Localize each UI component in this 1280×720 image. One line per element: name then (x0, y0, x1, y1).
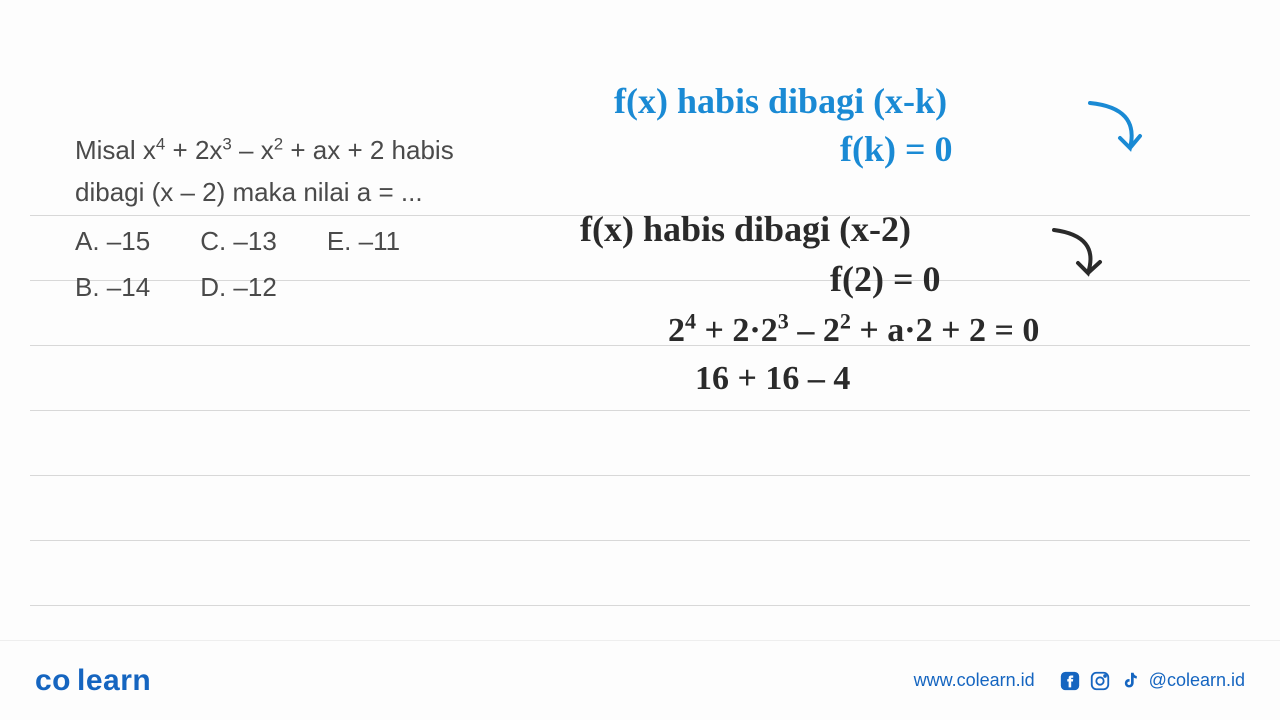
handwriting-black-line2: f(2) = 0 (830, 258, 940, 300)
answer-value: –12 (233, 272, 276, 302)
arrow-blue-icon (1070, 88, 1190, 178)
handwriting-blue-line1: f(x) habis dibagi (x-k) (614, 80, 947, 122)
answer-value: –14 (107, 272, 150, 302)
problem-text: Misal x4 + 2x3 – x2 + ax + 2 habis dibag… (75, 130, 555, 307)
superscript: 3 (222, 134, 231, 153)
facebook-icon (1059, 670, 1081, 692)
problem-line-1: Misal x4 + 2x3 – x2 + ax + 2 habis (75, 130, 555, 170)
answer-value: –13 (233, 226, 276, 256)
footer-url: www.colearn.id (914, 670, 1035, 691)
answer-b: B. –14 (75, 267, 150, 307)
answer-value: –15 (107, 226, 150, 256)
answer-d: D. –12 (200, 267, 277, 307)
answer-e: E. –11 (327, 221, 400, 261)
answer-a: A. –15 (75, 221, 150, 261)
answer-options: A. –15 B. –14 C. –13 D. –12 E. –11 (75, 221, 555, 308)
superscript: 2 (274, 134, 283, 153)
problem-line-2: dibagi (x – 2) maka nilai a = ... (75, 172, 555, 212)
superscript: 4 (156, 134, 165, 153)
arrow-black-icon (1030, 218, 1150, 298)
brand-logo: colearn (35, 664, 151, 698)
handwriting-black-line4: 16 + 16 – 4 (695, 360, 850, 398)
answer-c: C. –13 (200, 221, 277, 261)
math-text: + ax + 2 habis (283, 135, 454, 165)
math-text: + 2x (165, 135, 222, 165)
tiktok-icon (1119, 670, 1141, 692)
page-root: Misal x4 + 2x3 – x2 + ax + 2 habis dibag… (0, 0, 1280, 720)
handwriting-blue-line2: f(k) = 0 (840, 128, 953, 170)
instagram-icon (1089, 670, 1111, 692)
handwriting-black-line1: f(x) habis dibagi (x-2) (580, 208, 911, 250)
answer-value: –11 (359, 226, 400, 256)
social-links: @colearn.id (1059, 670, 1245, 692)
handwriting-black-line3: 24 + 2·23 – 22 + a·2 + 2 = 0 (668, 312, 1039, 350)
footer: colearn www.colearn.id @colearn.id (0, 640, 1280, 720)
math-text: – x (232, 135, 274, 165)
math-text: Misal x (75, 135, 156, 165)
footer-right: www.colearn.id @colearn.id (914, 670, 1245, 692)
footer-handle: @colearn.id (1149, 670, 1245, 691)
